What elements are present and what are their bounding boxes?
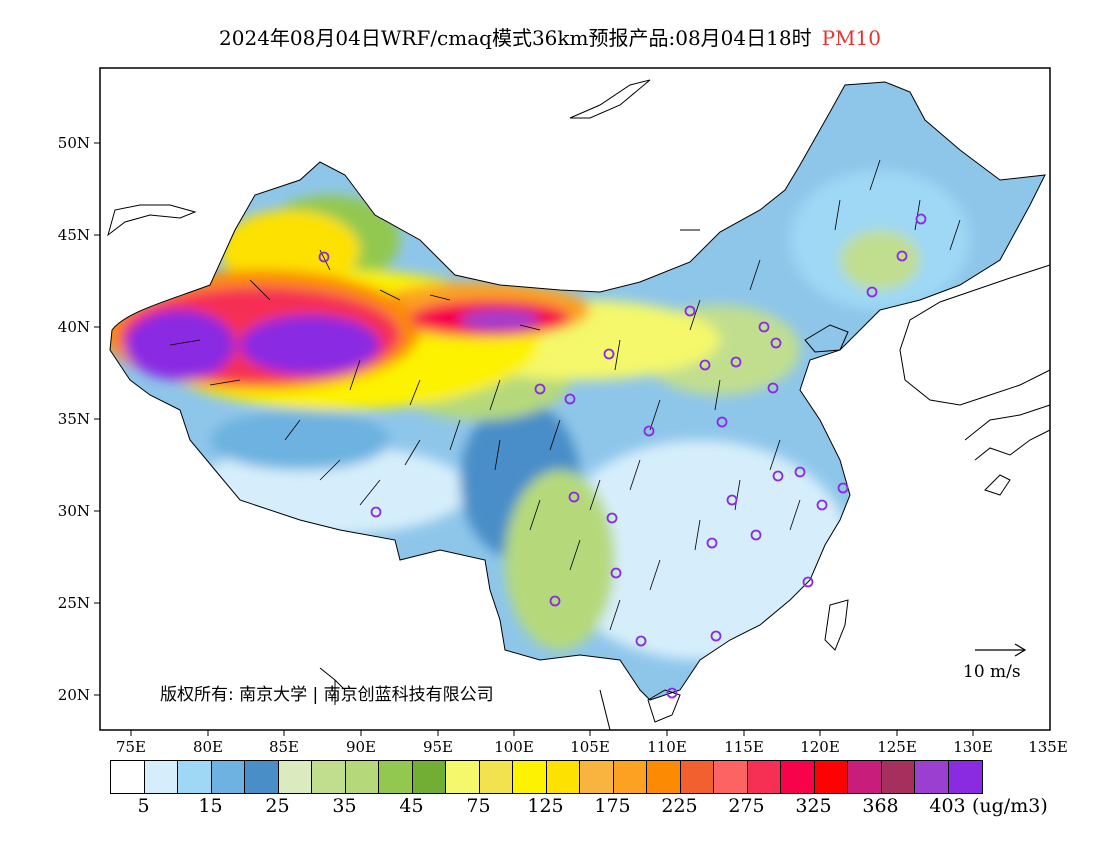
colorbar-swatch [781, 761, 815, 793]
coastlines [107, 79, 1051, 731]
title-main: 2024年08月04日WRF/cmaq模式36km预报产品:08月04日18时 [219, 26, 812, 50]
lat-label: 25N [58, 594, 90, 612]
colorbar-tick-label: 275 [728, 795, 765, 817]
wind-vectors [169, 159, 961, 631]
colorbar-tick-label: 368 [862, 795, 899, 817]
colorbar [110, 760, 983, 794]
lat-label: 35N [58, 410, 90, 428]
colorbar-swatch [412, 761, 446, 793]
wind-scale-arrow [975, 643, 1027, 657]
lon-label: 80E [193, 738, 223, 756]
colorbar-swatch [245, 761, 279, 793]
colorbar-tick-label: 175 [594, 795, 631, 817]
colorbar-swatch [111, 761, 145, 793]
colorbar-swatch [948, 761, 982, 793]
title-pollutant: PM10 [821, 26, 881, 50]
wind-scale-label: 10 m/s [963, 662, 1021, 682]
lon-label: 90E [346, 738, 376, 756]
lat-label: 40N [58, 318, 90, 336]
colorbar-tick-label: 125 [527, 795, 564, 817]
colorbar-tick-label: 45 [399, 795, 424, 817]
lat-axis-labels: 50N 45N 40N 35N 30N 25N 20N [58, 134, 90, 704]
lon-label: 135E [1028, 738, 1068, 756]
colorbar-tick-label: 225 [661, 795, 698, 817]
colorbar-swatch [278, 761, 312, 793]
colorbar-tick-label: 25 [265, 795, 290, 817]
lon-label: 100E [494, 738, 534, 756]
colorbar-swatch [680, 761, 714, 793]
colorbar-swatch [613, 761, 647, 793]
colorbar-swatch [714, 761, 748, 793]
colorbar-tick-label: 35 [332, 795, 357, 817]
colorbar-swatch [814, 761, 848, 793]
copyright-text: 版权所有: 南京大学 | 南京创蓝科技有限公司 [160, 685, 494, 705]
colorbar-units: (ug/m3) [972, 795, 1048, 817]
colorbar-swatch [881, 761, 915, 793]
colorbar-swatch [479, 761, 513, 793]
colorbar-swatch [446, 761, 480, 793]
lon-label: 120E [800, 738, 840, 756]
lon-label: 105E [570, 738, 610, 756]
colorbar-swatch [580, 761, 614, 793]
lon-label: 110E [647, 738, 687, 756]
colorbar-tick-label: 75 [466, 795, 491, 817]
colorbar-swatch [747, 761, 781, 793]
colorbar-swatch [178, 761, 212, 793]
colorbar-swatch [379, 761, 413, 793]
lat-label: 30N [58, 502, 90, 520]
axis-ticks [94, 142, 974, 736]
lon-label: 95E [423, 738, 453, 756]
lon-label: 125E [877, 738, 917, 756]
lon-label: 115E [724, 738, 764, 756]
colorbar-tick-label: 403 [929, 795, 966, 817]
colorbar-swatch [211, 761, 245, 793]
lat-label: 50N [58, 134, 90, 152]
lat-label: 45N [58, 226, 90, 244]
lat-label: 20N [58, 686, 90, 704]
colorbar-swatch [546, 761, 580, 793]
lon-label: 85E [269, 738, 299, 756]
colorbar-swatch [312, 761, 346, 793]
lon-label: 130E [953, 738, 993, 756]
city-markers [318, 213, 927, 699]
china-outline [109, 81, 1046, 701]
colorbar-tick-label: 15 [198, 795, 223, 817]
colorbar-tick-label: 5 [137, 795, 150, 817]
colorbar-swatch [647, 761, 681, 793]
colorbar-tick-label: 325 [795, 795, 832, 817]
colorbar-swatch [848, 761, 882, 793]
lon-axis-labels: 75E 80E 85E 90E 95E 100E 105E 110E 115E … [116, 738, 1068, 756]
colorbar-swatch [915, 761, 949, 793]
colorbar-swatch [144, 761, 178, 793]
chart-title: 2024年08月04日WRF/cmaq模式36km预报产品:08月04日18时 P… [0, 22, 1100, 51]
colorbar-swatch [345, 761, 379, 793]
lon-label: 75E [116, 738, 146, 756]
colorbar-swatch [513, 761, 547, 793]
